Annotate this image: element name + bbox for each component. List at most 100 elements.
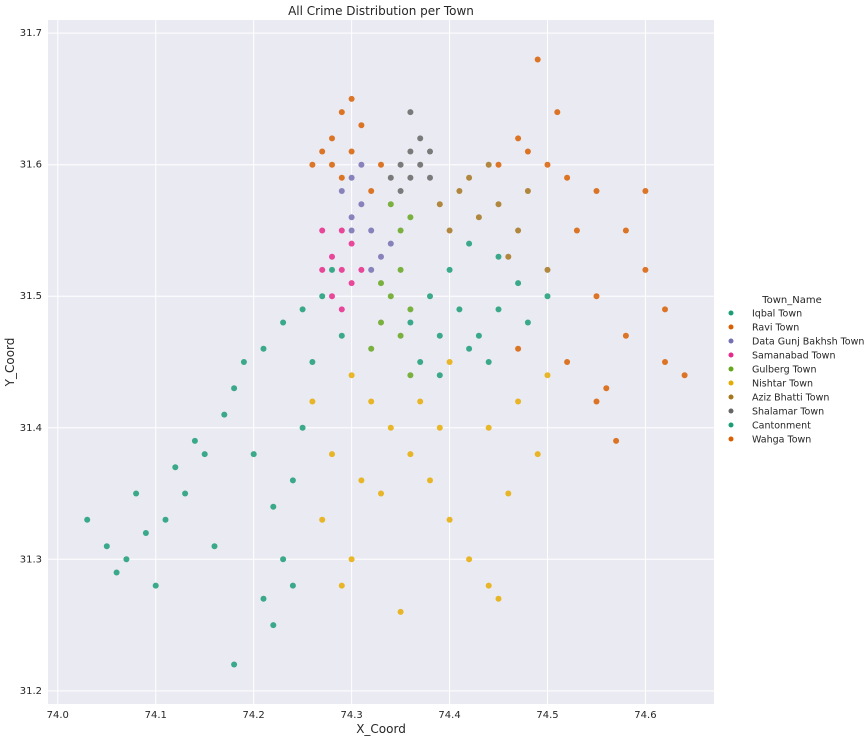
legend-marker [728, 380, 734, 386]
data-point [397, 161, 404, 168]
series-samanabad-town [319, 227, 365, 313]
data-point [613, 437, 620, 444]
data-point [270, 622, 277, 629]
data-point [446, 359, 453, 365]
data-point [524, 148, 531, 155]
x-tick-label: 74.6 [634, 710, 656, 721]
data-point [152, 582, 159, 589]
legend-title: Town_Name [761, 295, 822, 306]
data-point [358, 122, 365, 129]
data-point [544, 266, 551, 273]
data-point [240, 359, 247, 365]
legend-marker [728, 324, 734, 330]
data-point [378, 319, 384, 326]
data-point [475, 332, 482, 339]
data-point [368, 188, 375, 194]
data-point [544, 161, 551, 168]
data-point [329, 451, 335, 458]
data-point [123, 556, 130, 563]
data-point [191, 437, 198, 444]
data-point [436, 201, 443, 208]
data-point [495, 201, 502, 208]
legend-label: Gulberg Town [752, 365, 816, 376]
x-tick-label: 74.5 [536, 710, 558, 721]
data-point [417, 398, 424, 405]
data-point [593, 188, 600, 194]
data-point [299, 306, 306, 313]
data-point [319, 148, 326, 155]
data-point [378, 490, 384, 497]
legend-label: Iqbal Town [752, 309, 802, 320]
data-point [348, 95, 355, 102]
data-point [348, 148, 355, 155]
data-point [348, 372, 355, 379]
scatter-points [84, 56, 688, 668]
legend-marker [728, 394, 734, 400]
data-point [378, 280, 384, 287]
data-point [397, 332, 404, 339]
y-tick-label: 31.5 [20, 291, 42, 302]
data-point [201, 451, 208, 458]
data-point [564, 174, 571, 181]
y-tick-label: 31.4 [20, 423, 42, 434]
legend-marker [728, 366, 734, 372]
legend-label: Wahga Town [752, 435, 811, 446]
data-point [534, 56, 541, 63]
data-point [338, 266, 345, 273]
data-point [329, 293, 335, 300]
axis-ticks: 74.0 74.1 74.2 74.3 74.4 74.5 74.6 31.2 31.3 31.4… [20, 28, 657, 721]
legend-marker [728, 408, 734, 414]
data-point [211, 543, 218, 550]
data-point [348, 174, 355, 181]
data-point [397, 227, 404, 234]
y-tick-label: 31.2 [20, 686, 42, 697]
data-point [338, 174, 345, 181]
data-point [407, 148, 414, 155]
data-point [495, 161, 502, 168]
grid [48, 20, 714, 704]
data-point [270, 503, 277, 510]
data-point [524, 319, 531, 326]
data-point [544, 372, 551, 379]
legend-marker [728, 338, 734, 344]
data-point [319, 293, 326, 300]
data-point [387, 174, 394, 181]
data-point [515, 398, 522, 405]
data-point [338, 306, 345, 313]
data-point [387, 240, 394, 247]
data-point [593, 398, 600, 405]
y-tick-label: 31.6 [20, 160, 42, 171]
x-axis-label: X_Coord [356, 722, 406, 736]
data-point [368, 398, 375, 405]
data-point [113, 569, 120, 576]
data-point [182, 490, 189, 497]
data-point [280, 556, 287, 563]
data-point [329, 161, 335, 168]
y-tick-label: 31.7 [20, 28, 42, 39]
data-point [407, 372, 414, 379]
data-point [319, 266, 326, 273]
series-ravi-town [309, 95, 384, 194]
legend-label: Ravi Town [752, 323, 799, 334]
data-point [329, 135, 335, 142]
data-point [436, 372, 443, 379]
data-point [397, 266, 404, 273]
legend-marker [728, 310, 734, 316]
data-point [407, 451, 414, 458]
data-point [495, 253, 502, 260]
data-point [289, 582, 296, 589]
data-point [368, 227, 375, 234]
data-point [456, 306, 463, 313]
series-data-gunj-bakhsh-town [338, 161, 394, 273]
data-point [554, 109, 561, 116]
data-point [338, 109, 345, 116]
data-point [358, 201, 365, 208]
data-point [427, 148, 433, 155]
data-point [338, 332, 345, 339]
data-point [417, 161, 424, 168]
data-point [231, 661, 238, 668]
data-point [387, 201, 394, 208]
x-tick-label: 74.3 [340, 710, 362, 721]
data-point [319, 516, 326, 523]
